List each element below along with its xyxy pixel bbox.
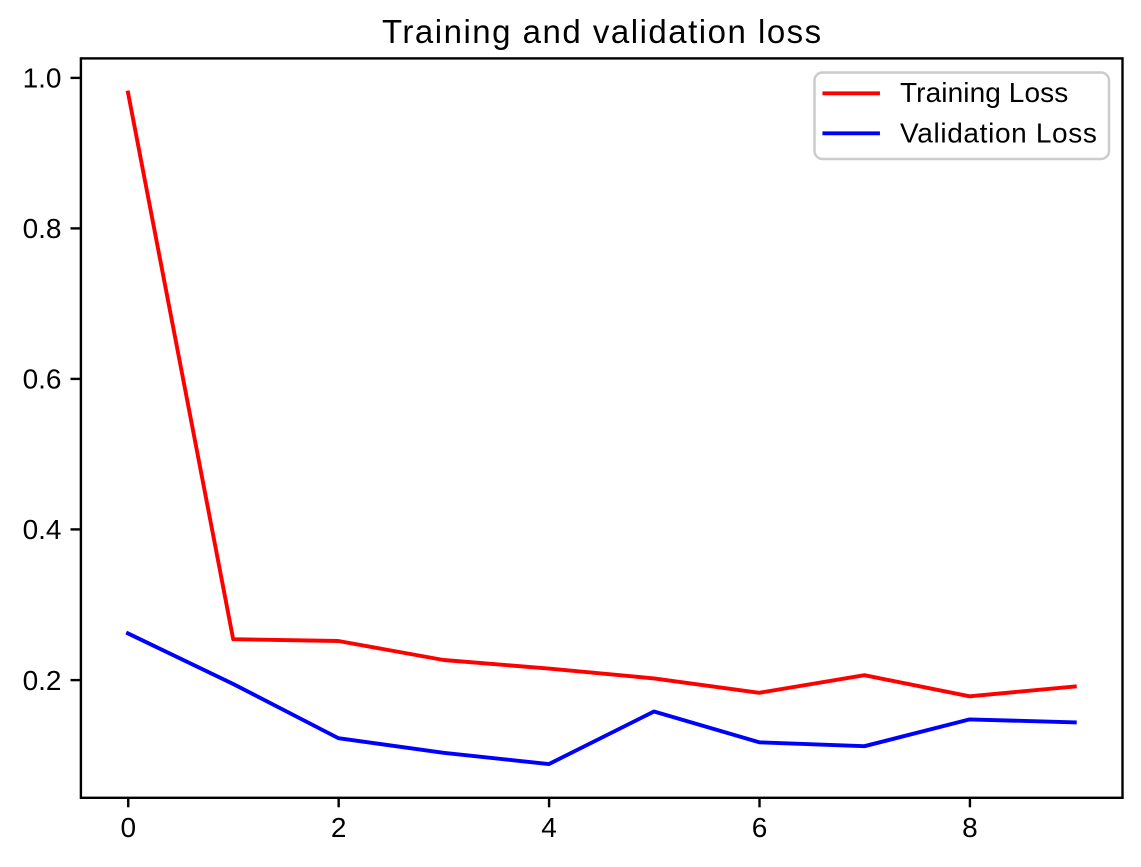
svg-text:0.6: 0.6: [23, 364, 62, 395]
svg-text:2: 2: [331, 812, 347, 843]
svg-text:0.4: 0.4: [23, 514, 62, 545]
svg-text:8: 8: [962, 812, 978, 843]
svg-text:0: 0: [120, 812, 136, 843]
svg-text:Training and validation loss: Training and validation loss: [382, 13, 823, 50]
svg-text:0.2: 0.2: [23, 665, 62, 696]
svg-text:Training Loss: Training Loss: [900, 77, 1068, 108]
svg-text:4: 4: [541, 812, 557, 843]
svg-text:0.8: 0.8: [23, 213, 62, 244]
svg-text:6: 6: [752, 812, 768, 843]
svg-text:Validation Loss: Validation Loss: [900, 118, 1098, 149]
svg-text:1.0: 1.0: [23, 63, 62, 94]
